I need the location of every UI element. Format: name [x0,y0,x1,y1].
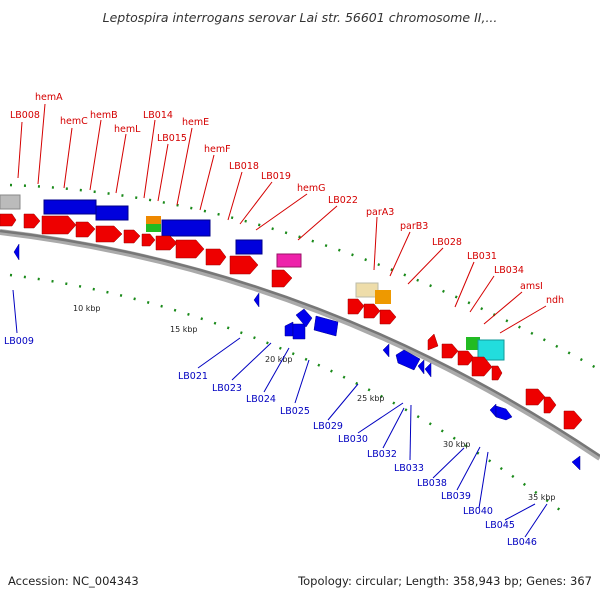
label-parB3: parB3 [400,221,428,232]
label-LB045: LB045 [485,520,515,531]
label-LB028: LB028 [432,237,462,248]
label-LB031: LB031 [467,251,497,262]
label-LB009: LB009 [4,336,34,347]
gene-blue-LB018 [235,239,263,255]
map-title: Leptospira interrogans serovar Lai str. … [102,10,498,25]
label-LB032: LB032 [367,449,397,460]
label-amsI: amsI [520,281,543,292]
label-hemG: hemG [297,183,325,194]
gene-blue-hemE [161,219,211,237]
label-hemC: hemC [60,116,88,127]
label-LB038: LB038 [417,478,447,489]
accession-text: Accession: NC_004343 [8,574,139,588]
label-LB008: LB008 [10,110,40,121]
label-LB024: LB024 [246,394,276,405]
tick-25kbp: 25 kbp [357,394,385,403]
label-LB022: LB022 [328,195,358,206]
gene-cyan [477,339,505,361]
label-LB046: LB046 [507,537,537,548]
tick-10kbp: 10 kbp [73,304,101,313]
label-LB025: LB025 [280,406,310,417]
tick-35kbp: 35 kbp [528,493,556,502]
gene-blue-hemL [95,205,129,221]
label-LB039: LB039 [441,491,471,502]
reverse-labels: LB009 LB021 LB023 LB024 LB025 LB029 LB03… [4,336,537,548]
gene-blue-hemB [43,199,97,215]
gene-khaki [355,282,379,298]
topology-summary: Topology: circular; Length: 358,943 bp; … [298,574,592,588]
label-LB030: LB030 [338,434,368,445]
label-LB029: LB029 [313,421,343,432]
label-hemA: hemA [35,92,63,103]
tick-15kbp: 15 kbp [170,325,198,334]
gene-green [146,224,161,232]
forward-genes-red [0,213,583,430]
gene-grey [0,194,21,210]
tick-20kbp: 20 kbp [265,355,293,364]
label-LB015: LB015 [157,133,187,144]
label-hemE: hemE [182,117,209,128]
gene-magenta [276,253,302,268]
position-ticks: 10 kbp 15 kbp 20 kbp 25 kbp 30 kbp 35 kb… [73,304,556,502]
label-hemF: hemF [204,144,231,155]
backbone-arc-shadow [0,229,600,461]
forward-label-lines [17,103,547,334]
label-LB021: LB021 [178,371,208,382]
gene-orange [146,216,161,224]
label-ndh: ndh [546,295,564,306]
label-LB019: LB019 [261,171,291,182]
label-LB014: LB014 [143,110,173,121]
label-hemB: hemB [90,110,118,121]
label-parA3: parA3 [366,207,394,218]
label-LB023: LB023 [212,383,242,394]
label-LB034: LB034 [494,265,524,276]
gene-green2 [466,337,480,350]
label-hemL: hemL [114,124,141,135]
reverse-label-lines [12,289,548,538]
forward-labels: LB008 hemA hemC hemB hemL LB014 LB015 he… [10,92,564,306]
label-LB018: LB018 [229,161,259,172]
tick-30kbp: 30 kbp [443,440,471,449]
reverse-genes-blue [13,243,581,471]
gene-orange2 [375,290,391,304]
label-LB033: LB033 [394,463,424,474]
backbone-arc [0,229,600,458]
forward-genes-outer [0,194,505,361]
label-LB040: LB040 [463,506,493,517]
